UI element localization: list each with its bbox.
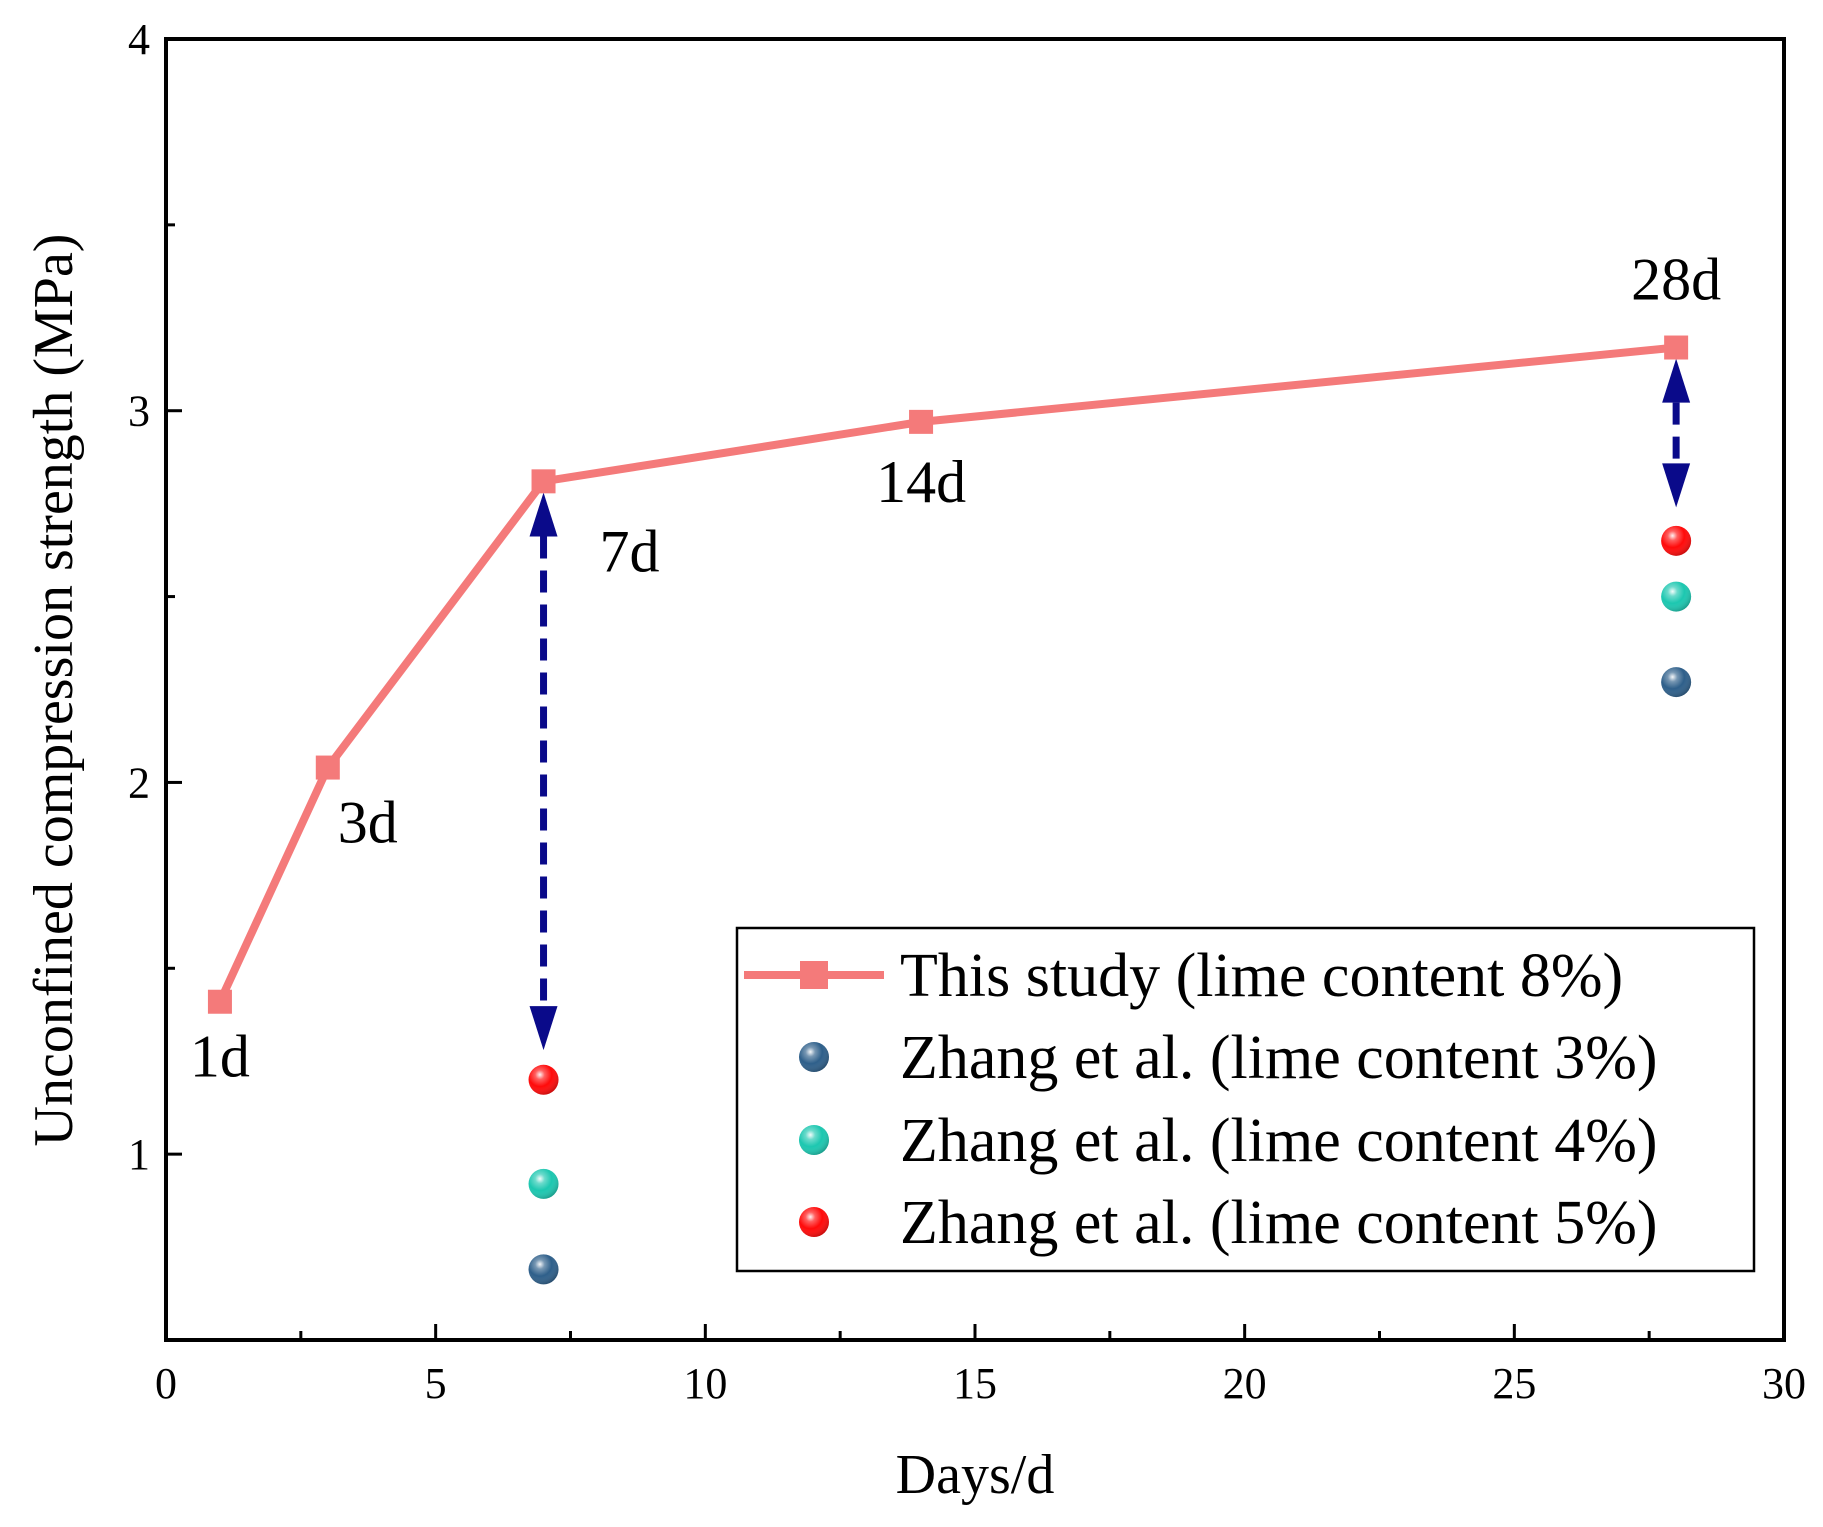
arrow-head-down	[529, 1006, 558, 1051]
line-point-marker	[531, 469, 556, 494]
ticks-layer: 0 5 10 15 20 25 30 1 2 3 4	[128, 15, 1806, 1408]
x-axis-title: Days/d	[896, 1444, 1055, 1506]
point-label: 1d	[190, 1024, 250, 1090]
point-label: 7d	[600, 518, 660, 584]
arrow-head-down	[1662, 463, 1691, 508]
line-point-marker	[1664, 335, 1689, 360]
legend-frame	[735, 926, 1756, 1273]
y-tick-label: 4	[128, 15, 150, 64]
point-label: 28d	[1631, 247, 1721, 313]
x-tick-label: 30	[1762, 1359, 1806, 1408]
x-tick-label: 0	[155, 1359, 177, 1408]
point-label: 3d	[338, 790, 398, 856]
arrow-head-up	[529, 492, 558, 537]
y-tick-label: 1	[128, 1130, 150, 1179]
line-layer	[207, 335, 1689, 1014]
y-axis-title: Unconfined compression strength (MPa)	[23, 234, 85, 1147]
arrow-head-up	[1662, 358, 1691, 403]
legend-sphere-shine	[799, 1042, 829, 1072]
scatter-point-shine	[528, 1254, 559, 1285]
scatter-point-shine	[1661, 581, 1692, 612]
legend-sphere-shine	[799, 1125, 829, 1155]
series-line	[216, 343, 1677, 1004]
point-labels-layer: 1d 3d 7d 14d 28d	[190, 247, 1721, 1090]
scatter-point-shine	[528, 1064, 559, 1095]
scatter-point-shine	[528, 1168, 559, 1199]
y-tick-label: 3	[128, 387, 150, 436]
line-point-marker	[207, 989, 232, 1014]
legend-sphere-shine	[799, 1207, 829, 1237]
point-label: 14d	[876, 449, 966, 515]
y-tick-label: 2	[128, 758, 150, 807]
arrows-layer	[529, 358, 1691, 1051]
x-tick-label: 25	[1492, 1359, 1536, 1408]
legend-label: Zhang et al. (lime content 5%)	[900, 1189, 1658, 1257]
x-tick-label: 5	[425, 1359, 447, 1408]
legend-label: Zhang et al. (lime content 4%)	[900, 1107, 1658, 1175]
scatter-point-shine	[1661, 525, 1692, 556]
scatter-layer	[528, 525, 1692, 1285]
legend-label: This study (lime content 8%)	[900, 942, 1623, 1010]
line-point-marker	[315, 755, 340, 780]
legend-label: Zhang et al. (lime content 3%)	[900, 1024, 1658, 1092]
legend-square-swatch	[800, 961, 828, 989]
x-tick-label: 10	[683, 1359, 727, 1408]
scatter-point-shine	[1661, 667, 1692, 698]
x-tick-label: 15	[953, 1359, 997, 1408]
x-tick-label: 20	[1223, 1359, 1267, 1408]
legend: This study (lime content 8%) Zhang et al.…	[735, 926, 1756, 1273]
line-point-marker	[909, 409, 934, 434]
